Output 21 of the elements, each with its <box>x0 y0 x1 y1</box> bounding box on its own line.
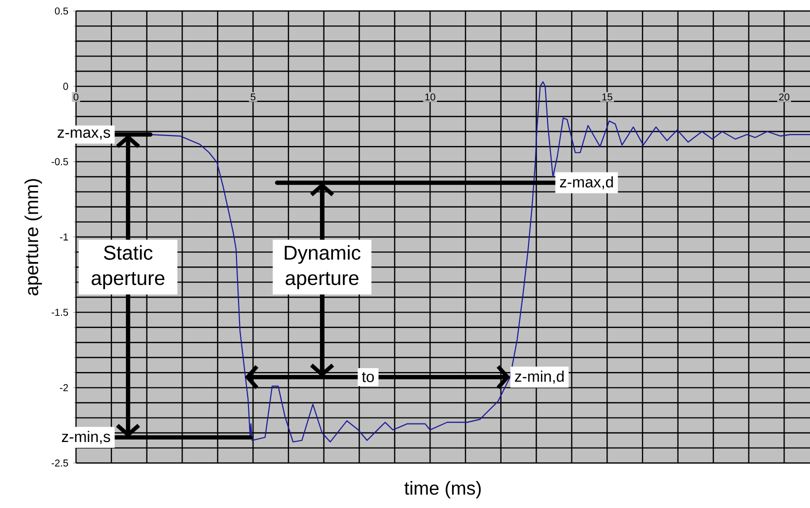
y-tick-label: 0 <box>63 82 68 90</box>
x-tick-label: 20 <box>779 93 790 101</box>
x-tick-label: 10 <box>425 93 436 101</box>
y-axis-title: aperture (mm) <box>24 179 42 296</box>
annotation: z-min,s <box>62 430 110 444</box>
y-tick-label: -2.5 <box>52 459 68 467</box>
x-tick-label: 15 <box>602 93 612 100</box>
y-tick-label: -0.5 <box>52 158 68 166</box>
x-tick-label: 0 <box>74 93 78 101</box>
annotation: Dynamic aperture <box>284 245 360 290</box>
x-tick-label: 5 <box>250 93 256 100</box>
annotation: to <box>362 372 374 382</box>
annotation: Static aperture <box>92 245 164 290</box>
x-axis-title: time (ms) <box>404 481 481 498</box>
annotation: z-min,d <box>514 370 564 384</box>
annotation: z-max,s <box>58 129 110 140</box>
annotation: z-max,d <box>560 176 613 190</box>
y-tick-label: -1 <box>60 234 68 240</box>
y-tick-label: 0.5 <box>54 7 68 15</box>
y-tick-label: -1.5 <box>52 308 68 316</box>
y-tick-label: -2 <box>60 384 68 392</box>
